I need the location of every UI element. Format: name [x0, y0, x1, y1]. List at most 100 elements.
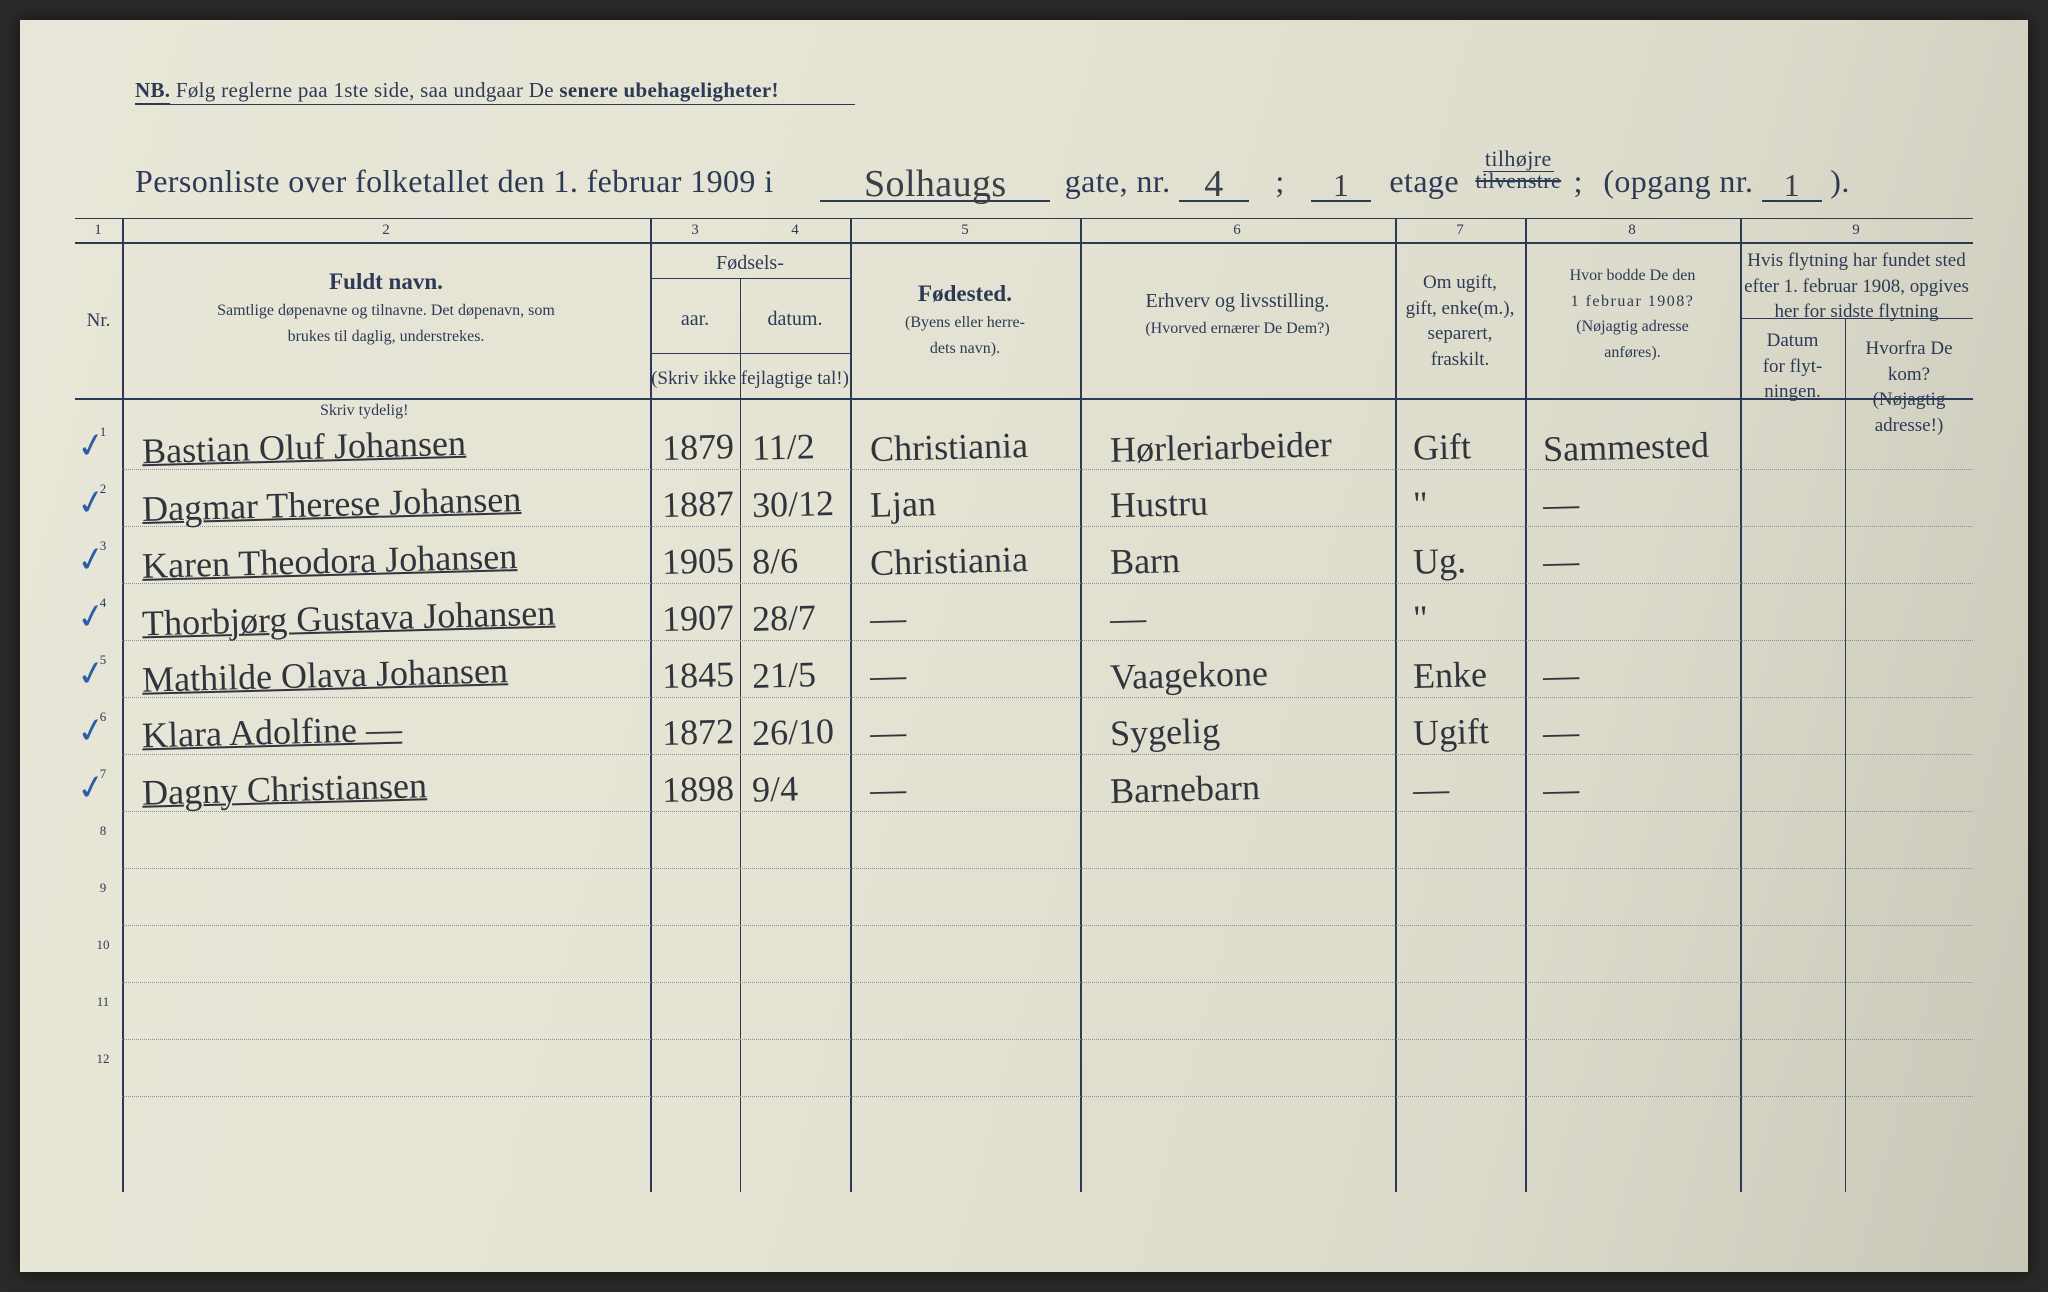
row-baseline [122, 754, 1973, 755]
fodsels-split2 [650, 353, 850, 354]
cell-place: Ljan [869, 482, 936, 526]
row-number: 11 [97, 994, 110, 1010]
header-top [75, 242, 1973, 244]
coln-4: 4 [791, 222, 799, 239]
hdr-nr: Nr. [75, 308, 122, 334]
nb-prefix: NB. [135, 78, 170, 104]
cell-place: — [869, 768, 906, 811]
cell-prev-address: — [1542, 540, 1579, 583]
cell-name: Dagny Christiansen [141, 764, 427, 813]
row-baseline [122, 469, 1973, 470]
form-title: Personliste over folketallet den 1. febr… [135, 148, 1968, 202]
title-etage: etage [1389, 163, 1459, 199]
coln-2: 2 [382, 222, 390, 239]
v4 [850, 218, 852, 1192]
title-close: ). [1830, 163, 1849, 199]
cell-date: 8/6 [751, 539, 798, 582]
coln-8: 8 [1628, 222, 1636, 239]
hdr-name-sub2: brukes til daglig, understrekes. [288, 328, 485, 345]
v5 [1080, 218, 1082, 1192]
coln-7: 7 [1456, 222, 1464, 239]
cell-name: Dagmar Therese Johansen [142, 478, 522, 530]
title-lead: Personliste over folketallet den 1. febr… [135, 163, 773, 199]
hdr-datum: datum. [768, 308, 823, 330]
v2 [650, 218, 652, 1192]
hdr-ugift: Om ugift, gift, enke(m.), separert, fras… [1395, 270, 1525, 373]
hdr-hvor-date: 1 februar 1908? [1571, 293, 1695, 310]
document-page: NB. Følg reglerne paa 1ste side, saa und… [20, 20, 2028, 1272]
v1 [122, 218, 124, 1192]
row-baseline [122, 868, 1973, 869]
header-bottom [75, 398, 1973, 400]
hdr-fodested: Fødested. [918, 281, 1012, 306]
hdr-flyt-b: Hvorfra De kom? (Nøjagtig adresse!) [1845, 336, 1973, 439]
census-table: 1 2 3 4 5 6 7 8 9 Nr. Fuldt navn. Samtli… [75, 218, 1973, 1192]
cell-year: 1879 [661, 425, 734, 469]
cell-year: 1905 [661, 539, 734, 583]
hdr-skrivikke: (Skriv ikke fejlagtige tal!) [650, 366, 850, 392]
title-opgang: (opgang nr. [1603, 163, 1753, 199]
cell-year: 1845 [661, 653, 734, 697]
skriv-tydelig: Skriv tydelig! [320, 402, 408, 420]
cell-year: 1898 [661, 767, 734, 811]
cell-status: — [1412, 768, 1449, 811]
cell-date: 11/2 [751, 425, 815, 469]
cell-occupation: Hustru [1109, 482, 1208, 527]
cell-status: " [1412, 483, 1428, 525]
row-number: 10 [97, 937, 110, 953]
hdr-name-sub1: Samtlige døpenavne og tilnavne. Det døpe… [217, 302, 555, 319]
nb-notice: NB. Følg reglerne paa 1ste side, saa und… [135, 78, 779, 103]
title-gate: gate, nr. [1065, 163, 1171, 199]
street-handwritten: Solhaugs [864, 169, 1007, 199]
hdr-fodsels: Fødsels- [716, 252, 784, 274]
opgang-handwritten: 1 [1784, 173, 1800, 199]
hdr-flyt-a: Datum for flyt- ningen. [1740, 328, 1845, 405]
nb-text-b: senere ubehageligheter! [559, 78, 778, 102]
row-baseline [122, 583, 1973, 584]
cell-prev-address: — [1542, 483, 1579, 526]
row-baseline [122, 1096, 1973, 1097]
cell-date: 26/10 [751, 710, 834, 754]
row-baseline [122, 526, 1973, 527]
coln-3: 3 [691, 222, 699, 239]
cell-date: 30/12 [751, 482, 834, 526]
cell-place: — [869, 597, 906, 640]
row-number: 12 [97, 1051, 110, 1067]
hdr-hvor: Hvor bodde De den [1570, 267, 1696, 284]
row-baseline [122, 811, 1973, 812]
cell-place: Christiania [869, 538, 1028, 584]
cell-occupation: Barn [1109, 539, 1180, 583]
cell-year: 1887 [661, 482, 734, 526]
nb-underline [135, 104, 855, 105]
cell-status: " [1412, 597, 1428, 639]
cell-name: Klara Adolfine — [141, 708, 402, 757]
table-top-thin [75, 218, 1973, 219]
row-baseline [122, 640, 1973, 641]
row-baseline [122, 697, 1973, 698]
cell-place: Christiania [869, 424, 1028, 470]
cell-prev-address: — [1542, 768, 1579, 811]
v3b [740, 398, 741, 1192]
cell-name: Karen Theodora Johansen [142, 535, 518, 587]
v9a [1845, 318, 1846, 1192]
cell-prev-address: — [1542, 654, 1579, 697]
cell-place: — [869, 711, 906, 754]
nb-text-a: Følg reglerne paa 1ste side, saa undgaar… [176, 78, 554, 102]
cell-date: 9/4 [751, 767, 798, 810]
hdr-fodested-sub: (Byens eller herre- dets navn). [905, 314, 1025, 357]
cell-year: 1907 [661, 596, 734, 640]
row-number: 9 [100, 880, 107, 896]
cell-prev-address: — [1542, 711, 1579, 754]
row-number: 8 [100, 823, 107, 839]
coln-5: 5 [961, 222, 969, 239]
etage-handwritten: 1 [1333, 173, 1349, 199]
coln-1: 1 [94, 222, 102, 239]
cell-status: Enke [1412, 653, 1487, 697]
cell-place: — [869, 654, 906, 697]
cell-name: Thorbjørg Gustava Johansen [142, 592, 556, 645]
fodsels-split [650, 278, 850, 279]
cell-occupation: Hørleriarbeider [1109, 423, 1332, 471]
cell-name: Mathilde Olava Johansen [142, 649, 509, 701]
nr-handwritten: 4 [1204, 169, 1223, 199]
cell-date: 21/5 [751, 653, 816, 697]
